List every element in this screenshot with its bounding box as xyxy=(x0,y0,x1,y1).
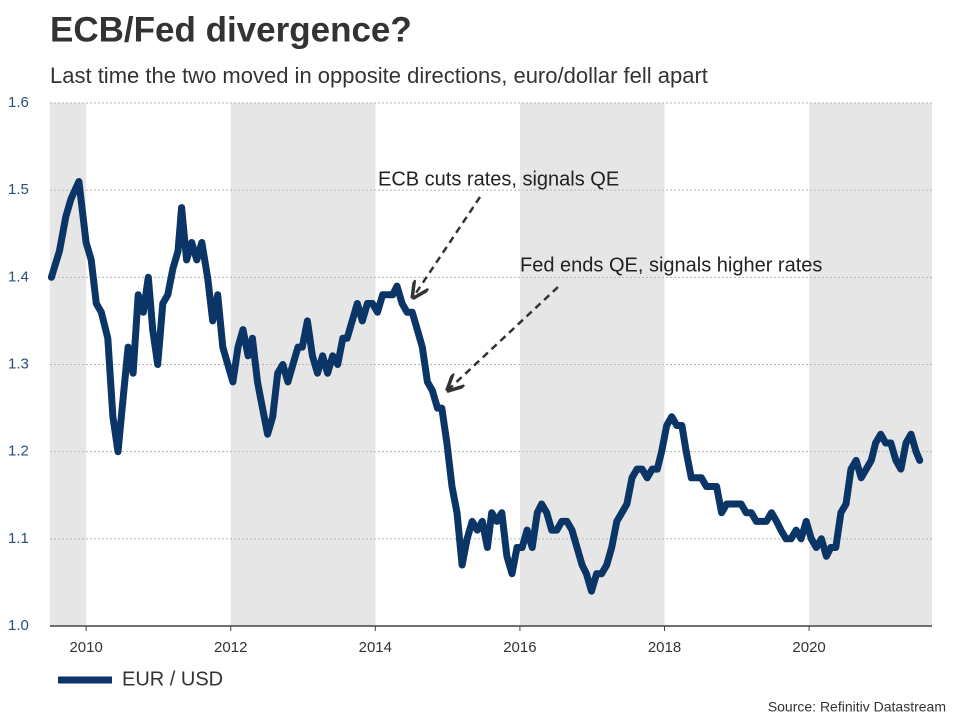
x-tick-label: 2016 xyxy=(503,639,536,656)
annotation-arrow xyxy=(414,196,482,296)
x-tick-label: 2018 xyxy=(648,639,681,656)
x-tick-label: 2010 xyxy=(69,639,102,656)
y-tick-label: 1.5 xyxy=(8,181,29,198)
line xyxy=(47,178,924,595)
annotation-arrow xyxy=(449,286,559,389)
annotation: Fed ends QE, signals higher rates xyxy=(520,254,822,276)
y-tick-label: 1.6 xyxy=(8,94,29,111)
x-tick-label: 2020 xyxy=(792,639,825,656)
chart-title: ECB/Fed divergence? xyxy=(50,10,412,49)
band xyxy=(519,103,665,626)
x-tick-label: 2014 xyxy=(359,639,392,656)
y-tick-label: 1.1 xyxy=(8,530,29,547)
legend-label: EUR / USD xyxy=(122,668,223,690)
annotation: ECB cuts rates, signals QE xyxy=(378,168,619,190)
y-tick-label: 1.3 xyxy=(8,355,29,372)
chart-subtitle: Last time the two moved in opposite dire… xyxy=(50,63,708,88)
x-tick-label: 2012 xyxy=(214,639,247,656)
y-tick-label: 1.0 xyxy=(8,617,29,634)
y-tick-label: 1.2 xyxy=(8,443,29,460)
y-tick-label: 1.4 xyxy=(8,268,29,285)
source: Source: Refinitiv Datastream xyxy=(768,699,946,715)
